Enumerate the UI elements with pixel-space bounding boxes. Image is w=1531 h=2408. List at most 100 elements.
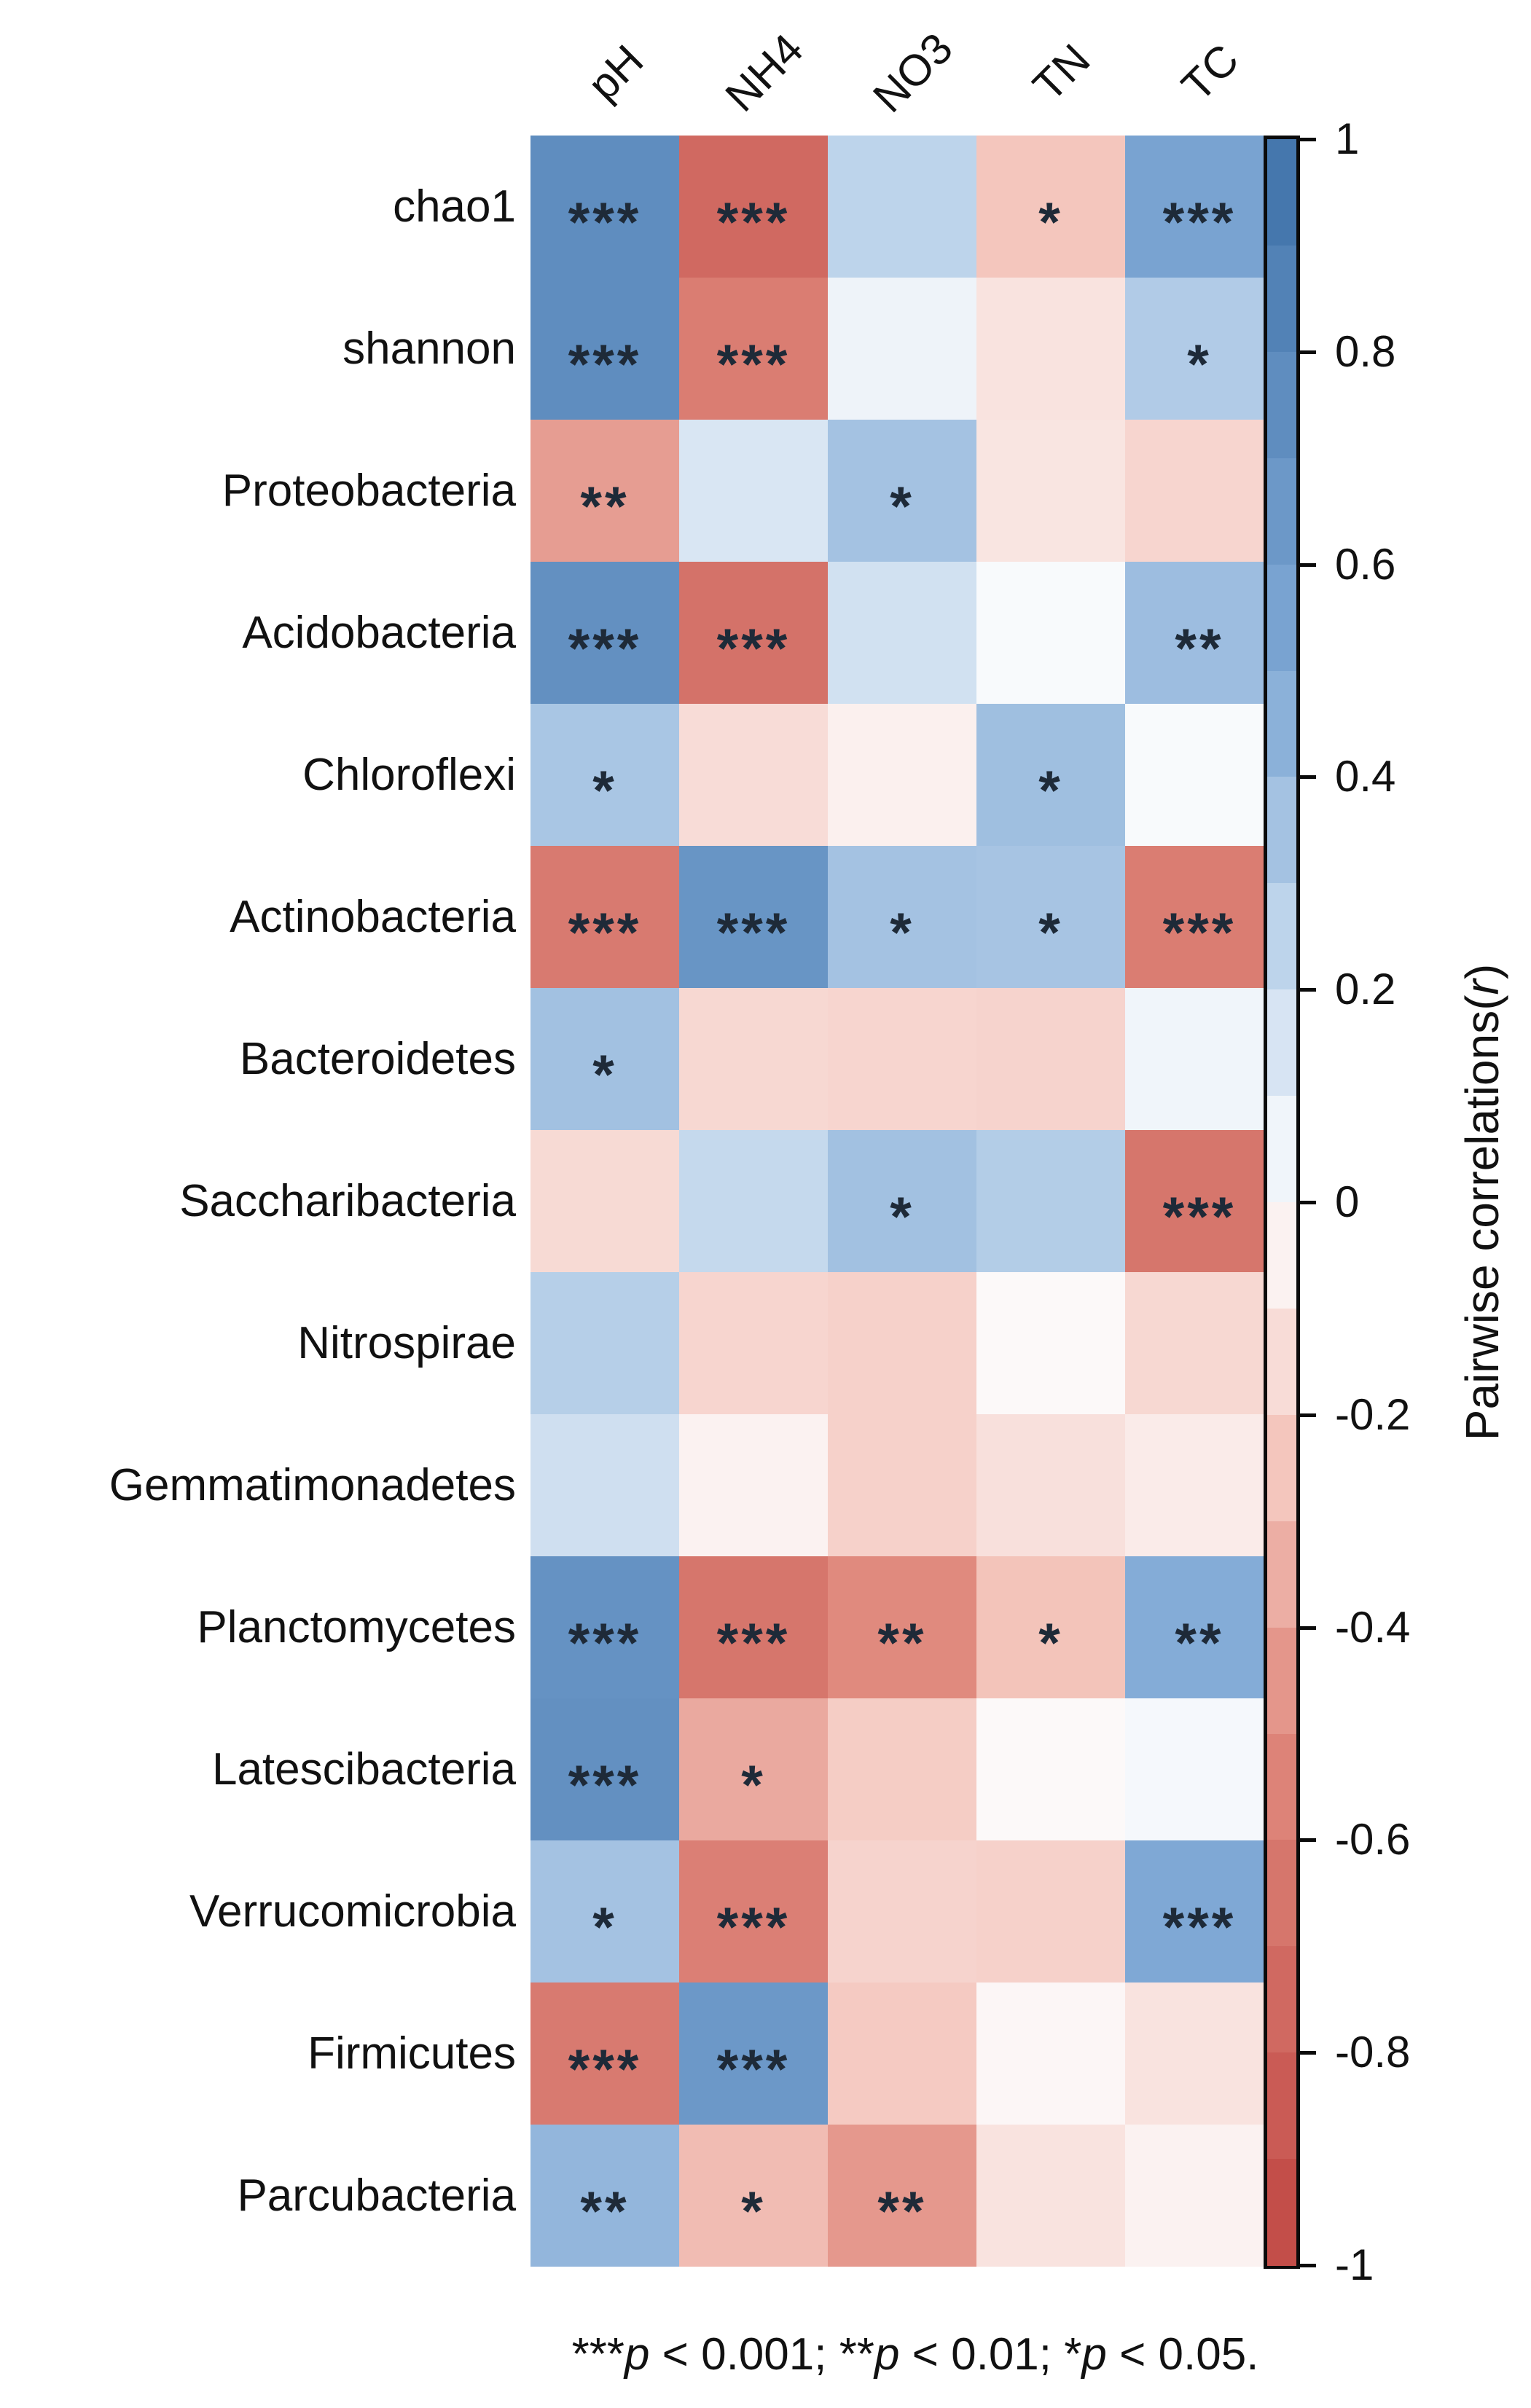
significance-stars: *** [568,1754,642,1816]
heatmap-cell [1125,2125,1274,2267]
significance-stars: *** [716,191,791,254]
heatmap-cell: ** [828,2125,976,2267]
colorbar-step [1267,458,1296,565]
heatmap-cell [976,1698,1125,1840]
heatmap-cell: *** [530,846,679,988]
row-label-verrucomicrobia: Verrucomicrobia [189,1886,516,1937]
significance-stars: *** [568,191,642,254]
heatmap-cell [1125,704,1274,846]
significance-stars: ** [580,475,630,538]
significance-stars: *** [716,901,791,964]
axis-title-segment: ) [1456,963,1508,980]
significance-stars: *** [568,2038,642,2101]
colorbar-step [1267,1627,1296,1735]
row-label-saccharibacteria: Saccharibacteria [179,1176,516,1226]
colorbar [1264,136,1300,2269]
significance-stars: *** [568,333,642,396]
heatmap-cell [976,420,1125,562]
heatmap-cell [976,1983,1125,2125]
heatmap-cell: *** [1125,1840,1274,1983]
heatmap-cell: *** [530,278,679,420]
row-label-actinobacteria: Actinobacteria [230,892,516,942]
significance-stars: *** [716,617,791,680]
heatmap-cell: *** [679,278,828,420]
heatmap-cell: *** [679,846,828,988]
heatmap-cell [1125,988,1274,1130]
heatmap-cell: *** [1125,136,1274,278]
colorbar-tick [1300,1413,1316,1417]
colorbar-step [1267,2052,1296,2160]
heatmap-cell [1125,420,1274,562]
heatmap-cell: *** [530,136,679,278]
colorbar-step [1267,2159,1296,2266]
significance-stars: * [1187,333,1212,396]
colorbar-step [1267,564,1296,672]
colorbar-step [1267,139,1296,246]
heatmap-cell: ** [1125,562,1274,704]
colorbar-tick [1300,2264,1316,2267]
heatmap-cell: *** [530,1556,679,1698]
colorbar-step [1267,351,1296,459]
colorbar-tick-label: -0.6 [1335,1815,1411,1864]
colorbar-tick [1300,775,1316,780]
significance-stars: ** [877,1612,927,1674]
heatmap-cell [976,1414,1125,1556]
heatmap-cell [828,704,976,846]
heatmap-cell: * [828,420,976,562]
significance-stars: * [890,1185,915,1248]
heatmap-cell [679,704,828,846]
significance-stars: *** [568,901,642,964]
colorbar-tick [1300,562,1316,567]
heatmap-cell [530,1414,679,1556]
heatmap-cell [530,1130,679,1272]
column-header-nh4: NH4 [716,24,813,121]
heatmap-cell [1125,1414,1274,1556]
heatmap-cell: * [976,136,1125,278]
colorbar-tick-label: 1 [1335,114,1360,163]
colorbar-tick-label: -1 [1335,2240,1374,2289]
colorbar-tick-label: 0.6 [1335,539,1396,589]
colorbar-tick-label: 0.8 [1335,326,1396,376]
heatmap-cell: * [530,1840,679,1983]
heatmap-cell [679,420,828,562]
row-label-gemmatimonadetes: Gemmatimonadetes [109,1460,516,1510]
footnote-segment: *** [571,2329,624,2380]
row-label-proteobacteria: Proteobacteria [222,466,516,516]
heatmap-cell [976,562,1125,704]
column-header-tn: TN [1023,34,1100,111]
heatmap-cell [976,2125,1125,2267]
colorbar-tick [1300,2051,1316,2055]
significance-stars: * [890,901,915,964]
heatmap-cell [828,1414,976,1556]
colorbar-step [1267,883,1296,991]
heatmap-cell [828,1698,976,1840]
colorbar-tick [1300,1201,1316,1204]
heatmap-cell [1125,1272,1274,1414]
footnote-italic-segment: p [1081,2329,1107,2380]
colorbar-tick [1300,138,1316,141]
colorbar-tick-label: -0.4 [1335,1602,1411,1652]
row-label-nitrospirae: Nitrospirae [297,1318,516,1368]
colorbar-step [1267,777,1296,885]
heatmap-cell [679,1272,828,1414]
significance-stars: * [1038,191,1063,254]
colorbar-step [1267,1096,1296,1203]
heatmap-cell: *** [679,1840,828,1983]
heatmap-cell [976,1130,1125,1272]
heatmap-cell [1125,1983,1274,2125]
heatmap-cell: * [976,704,1125,846]
heatmap-cell: *** [679,1556,828,1698]
significance-stars: ** [1175,1612,1224,1674]
heatmap-cell [976,988,1125,1130]
heatmap-cell: * [679,2125,828,2267]
heatmap-cell: *** [530,562,679,704]
heatmap-cell: * [976,1556,1125,1698]
heatmap-cell: *** [1125,846,1274,988]
significance-stars: *** [1162,1185,1237,1248]
column-header-ph: pH [578,35,653,110]
heatmap-cell: *** [679,562,828,704]
colorbar-step [1267,1414,1296,1522]
colorbar-step [1267,245,1296,353]
significance-stars: ** [580,2180,630,2243]
column-header-no3: NO3 [864,23,962,122]
